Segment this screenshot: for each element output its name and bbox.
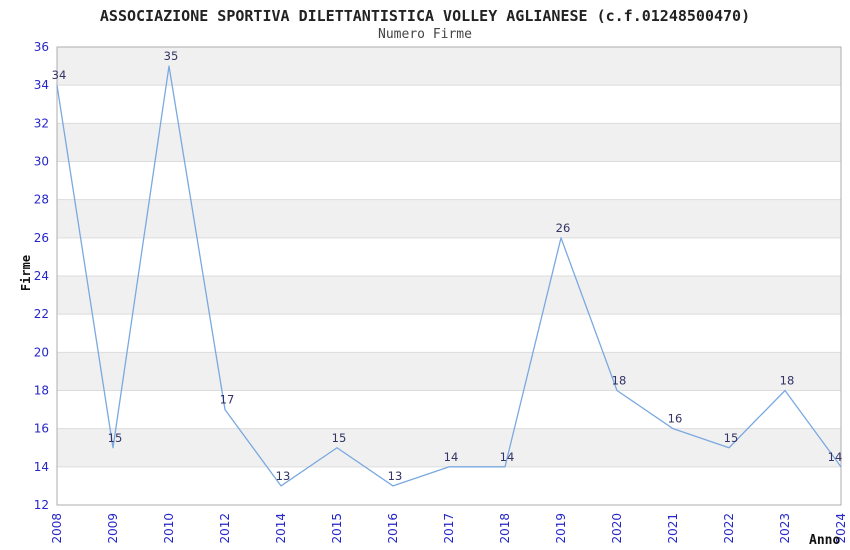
- x-tick-label: 2023: [778, 513, 792, 544]
- x-tick-label: 2024: [834, 513, 848, 544]
- x-tick-label: 2010: [162, 513, 176, 544]
- value-label: 16: [668, 412, 683, 426]
- y-tick-label: 34: [34, 78, 49, 92]
- value-label: 35: [164, 49, 179, 63]
- band-stripe: [57, 123, 841, 162]
- x-tick-label: 2019: [554, 513, 568, 544]
- x-tick-label: 2015: [330, 513, 344, 544]
- value-label: 15: [724, 431, 739, 445]
- y-tick-label: 28: [34, 193, 49, 207]
- value-label: 15: [108, 431, 123, 445]
- plot-frame: [56, 46, 842, 506]
- x-tick-label: 2009: [106, 513, 120, 544]
- x-tick-label: 2018: [498, 513, 512, 544]
- y-tick-label: 30: [34, 155, 49, 169]
- band-stripe: [57, 199, 841, 238]
- y-tick-label: 14: [34, 460, 49, 474]
- band-stripe: [57, 276, 841, 315]
- x-tick-label: 2014: [274, 513, 288, 544]
- chart-title: ASSOCIAZIONE SPORTIVA DILETTANTISTICA VO…: [99, 7, 751, 25]
- y-tick-label: 18: [34, 384, 49, 398]
- y-tick-label: 32: [34, 116, 49, 130]
- y-axis-title: Firme: [19, 254, 33, 292]
- band-stripe: [57, 47, 841, 86]
- x-tick-label: 2020: [610, 513, 624, 544]
- band-stripe: [57, 352, 841, 391]
- value-label: 34: [52, 68, 67, 82]
- y-tick-label: 26: [34, 231, 49, 245]
- value-label: 15: [332, 431, 347, 445]
- x-tick-label: 2012: [218, 513, 232, 544]
- value-label: 14: [500, 450, 515, 464]
- y-tick-label: 24: [34, 269, 49, 283]
- y-tick-label: 12: [34, 498, 49, 512]
- chart-subtitle: Numero Firme: [378, 27, 472, 42]
- value-label: 14: [444, 450, 459, 464]
- x-tick-label: 2017: [442, 513, 456, 544]
- y-tick-label: 16: [34, 422, 49, 436]
- y-tick-label: 22: [34, 307, 49, 321]
- x-axis-title: Anno: [809, 533, 841, 548]
- value-label: 18: [612, 374, 627, 388]
- value-label: 18: [780, 374, 795, 388]
- x-tick-label: 2021: [666, 513, 680, 544]
- value-label: 17: [220, 393, 235, 407]
- x-tick-label: 2022: [722, 513, 736, 544]
- value-label: 13: [388, 469, 403, 483]
- value-label: 13: [276, 469, 291, 483]
- value-label: 14: [828, 450, 843, 464]
- x-tick-label: 2016: [386, 513, 400, 544]
- data-line: [56, 65, 842, 487]
- y-tick-label: 36: [34, 40, 49, 54]
- value-label: 26: [556, 221, 571, 235]
- band-stripe: [57, 428, 841, 467]
- x-tick-label: 2008: [50, 513, 64, 544]
- y-tick-label: 20: [34, 345, 49, 359]
